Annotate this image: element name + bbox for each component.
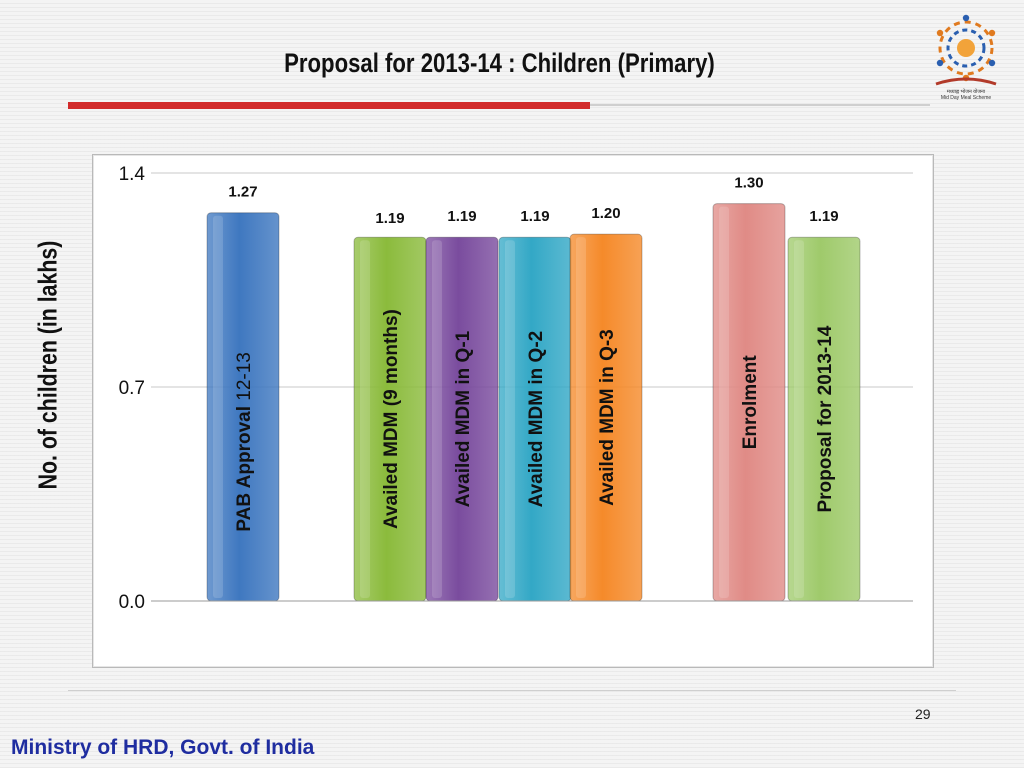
y-tick-label: 1.4 [119, 164, 146, 185]
category-label: Availed MDM in Q-2 [526, 331, 547, 508]
data-label: 1.19 [447, 208, 476, 225]
bar-sheen [432, 240, 442, 598]
logo-caption-hindi: मध्याह्न भोजन योजना [946, 89, 986, 95]
data-label: 1.20 [591, 205, 620, 222]
mid-day-meal-logo-icon [935, 14, 997, 86]
bar-sheen [360, 240, 370, 598]
y-axis-label: No. of children (in lakhs) [32, 240, 63, 490]
category-label: Availed MDM in Q-3 [597, 329, 618, 506]
bar-sheen [576, 237, 586, 598]
category-label: Enrolment [740, 355, 761, 450]
y-tick-label: 0.0 [119, 592, 145, 613]
title-underline-red [68, 102, 590, 109]
chart-area: 0.0 0.7 1.4 1.27 PAB Approval 12-13 1.19 Avail… [92, 154, 934, 668]
bar-sheen [794, 240, 804, 598]
data-label: 1.19 [520, 208, 549, 225]
title-underline-gray [590, 104, 930, 106]
logo-caption: मध्याह्न भोजन योजना Mid Day Meal Scheme [920, 89, 1012, 101]
data-label: 1.30 [734, 175, 763, 192]
bar-sheen [719, 206, 729, 599]
bar-sheen [505, 240, 515, 598]
category-label: Proposal for 2013-14 [815, 325, 836, 512]
footer-rule [68, 690, 956, 691]
slide-title: Proposal for 2013-14 : Children (Primary… [284, 48, 715, 78]
page-number: 29 [915, 706, 931, 722]
category-label: Availed MDM in Q-1 [453, 330, 474, 507]
logo-caption-english: Mid Day Meal Scheme [940, 95, 992, 101]
category-label: Availed MDM (9 months) [381, 309, 402, 529]
data-label: 1.27 [228, 184, 257, 201]
bar-chart: 0.0 0.7 1.4 1.27 PAB Approval 12-13 1.19 Avail… [119, 164, 913, 613]
data-label: 1.19 [809, 208, 838, 225]
bar-sheen [213, 215, 223, 598]
y-tick-label: 0.7 [119, 378, 145, 399]
data-label: 1.19 [375, 210, 404, 227]
category-label: PAB Approval 12-13 [234, 352, 255, 532]
footer-ministry: Ministry of HRD, Govt. of India [11, 736, 315, 759]
